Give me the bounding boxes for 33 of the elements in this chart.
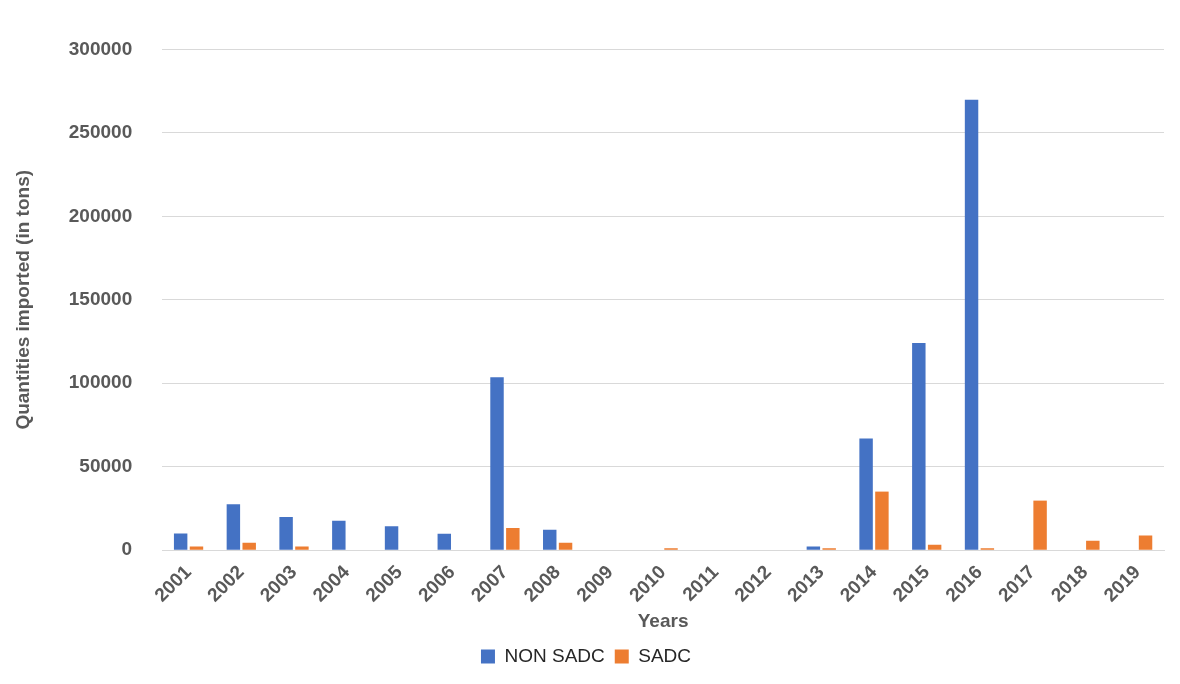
bar (490, 377, 504, 550)
y-tick-label: 300000 (68, 37, 133, 59)
bar (279, 516, 293, 550)
bar (543, 529, 557, 550)
bar (964, 99, 979, 550)
bar (384, 526, 399, 550)
bar (558, 542, 573, 550)
y-tick-label: 150000 (68, 288, 133, 310)
legend-label: NON SADC (504, 644, 605, 666)
bar (506, 527, 520, 550)
bar (173, 533, 188, 550)
bar (927, 544, 942, 550)
x-axis-title: Years (637, 609, 689, 631)
y-tick-label: 200000 (68, 204, 133, 226)
bar (295, 546, 309, 550)
bar (226, 504, 241, 550)
y-tick-label: 250000 (68, 121, 133, 143)
bar (242, 542, 256, 550)
y-tick-label: 100000 (68, 371, 133, 393)
bar (1086, 540, 1100, 550)
bar (189, 546, 204, 550)
y-tick-label: 50000 (79, 454, 133, 476)
bar (1033, 500, 1047, 550)
bar (912, 343, 926, 550)
bar (806, 546, 821, 550)
bar (875, 491, 889, 550)
bar (332, 520, 346, 550)
y-axis-title: Quantities imported (in tons) (11, 169, 33, 430)
y-tick-label: 0 (121, 538, 133, 560)
bar (859, 438, 873, 550)
bar (1138, 535, 1153, 550)
legend-label: SADC (638, 644, 692, 666)
bar (437, 533, 452, 550)
